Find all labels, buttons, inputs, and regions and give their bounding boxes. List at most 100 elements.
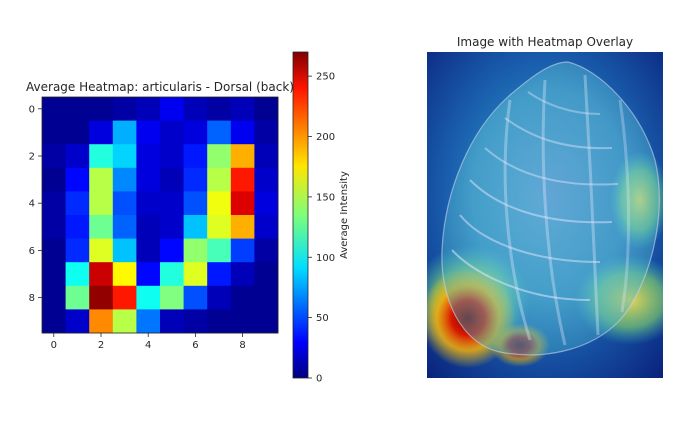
heatmap-cell <box>254 120 279 145</box>
heatmap-cell <box>136 309 161 334</box>
heatmap-cell <box>254 167 279 192</box>
heatmap-cell <box>89 97 114 121</box>
colorbar-label: Average Intensity <box>339 171 350 259</box>
heatmap-cell <box>136 144 161 169</box>
heatmap-cell <box>183 285 208 310</box>
x-tick-label: 4 <box>145 340 151 351</box>
overlay-image <box>427 52 663 378</box>
heatmap-cell <box>160 238 184 263</box>
heatmap-cell <box>112 215 137 239</box>
heatmap-cell <box>207 262 232 287</box>
heatmap-cell <box>230 309 255 334</box>
heatmap-cell <box>136 238 161 263</box>
colorbar-ticks: 0 50 100 150 200 250 <box>308 72 335 385</box>
heatmap-cell <box>160 120 184 145</box>
heatmap-cell <box>230 167 255 192</box>
y-tick-label: 6 <box>29 246 35 257</box>
heatmap-cell <box>230 97 255 121</box>
heatmap-cell <box>254 262 279 287</box>
heatmap-cell <box>183 191 208 216</box>
heatmap-cell <box>65 285 90 310</box>
y-tick-label: 8 <box>29 293 35 304</box>
heatmap-cell <box>112 97 137 121</box>
heatmap-cell <box>160 262 184 287</box>
heatmap-cell <box>183 215 208 239</box>
heatmap-cell <box>230 215 255 239</box>
heatmap-cell <box>65 120 90 145</box>
heatmap-cell <box>112 309 137 334</box>
heatmap-cell <box>254 215 279 239</box>
heatmap-cell <box>207 97 232 121</box>
heatmap-cell <box>136 215 161 239</box>
heatmap-cell <box>230 285 255 310</box>
heatmap-cell <box>160 215 184 239</box>
x-tick-label: 0 <box>51 340 57 351</box>
heatmap-cell <box>89 167 114 192</box>
heatmap-cell <box>65 215 90 239</box>
x-tick-label: 2 <box>98 340 104 351</box>
heatmap-cell <box>183 309 208 334</box>
heatmap-cell <box>160 167 184 192</box>
heatmap-cell <box>160 285 184 310</box>
colorbar-frame <box>292 51 309 379</box>
colorbar-tick-label: 100 <box>316 253 335 264</box>
heatmap-cell <box>65 191 90 216</box>
heatmap-cell <box>254 144 279 169</box>
shell-shape <box>441 61 660 356</box>
heatmap-cell <box>207 309 232 334</box>
heatmap-cell <box>89 309 114 334</box>
heatmap-cell <box>112 238 137 263</box>
heatmap-cell <box>42 238 66 263</box>
heatmap-cell <box>42 309 66 334</box>
heatmap-cell <box>136 167 161 192</box>
heatmap-cell <box>183 262 208 287</box>
colorbar-tick-label: 250 <box>316 72 335 83</box>
y-tick-label: 4 <box>29 199 35 210</box>
heatmap-cell <box>42 262 66 287</box>
heatmap-cell <box>112 262 137 287</box>
heatmap-cell <box>207 191 232 216</box>
heatmap-frame <box>41 96 279 334</box>
heatmap-cell <box>230 262 255 287</box>
heatmap-cell <box>207 120 232 145</box>
heatmap-cell <box>65 97 90 121</box>
heatmap-cell <box>207 215 232 239</box>
heatmap-cell <box>136 97 161 121</box>
heatmap-cell <box>136 120 161 145</box>
heatmap-cell <box>183 238 208 263</box>
heatmap-cell <box>160 309 184 334</box>
heatmap-cell <box>65 309 90 334</box>
heatmap-cell <box>112 167 137 192</box>
heatmap-cell <box>183 97 208 121</box>
heatmap-cell <box>160 144 184 169</box>
heatmap-cell <box>136 285 161 310</box>
colorbar-tick-label: 50 <box>316 313 329 324</box>
colorbar <box>293 52 308 378</box>
y-tick-label: 0 <box>29 104 35 115</box>
heatmap-cell <box>112 285 137 310</box>
heatmap-cell <box>230 120 255 145</box>
heatmap-cell <box>160 191 184 216</box>
heatmap-cell <box>89 120 114 145</box>
heatmap-cell <box>42 215 66 239</box>
heatmap-cell <box>136 191 161 216</box>
heatmap-cell <box>207 167 232 192</box>
heatmap-cell <box>207 238 232 263</box>
heatmap-cell <box>89 285 114 310</box>
heatmap-cell <box>65 238 90 263</box>
heatmap-cell <box>112 120 137 145</box>
heatmap-cell <box>42 120 66 145</box>
heatmap-cell <box>183 167 208 192</box>
colorbar-tick-label: 150 <box>316 192 335 203</box>
heatmap-cell <box>112 191 137 216</box>
heatmap-cell <box>42 191 66 216</box>
colorbar-tick-label: 0 <box>316 374 322 385</box>
heatmap-cell <box>160 97 184 121</box>
heatmap-cell <box>230 191 255 216</box>
heatmap-cell <box>42 144 66 169</box>
heatmap-cell <box>65 262 90 287</box>
heatmap-cell <box>65 144 90 169</box>
heatmap-cell <box>254 238 279 263</box>
heatmap-cell <box>89 144 114 169</box>
